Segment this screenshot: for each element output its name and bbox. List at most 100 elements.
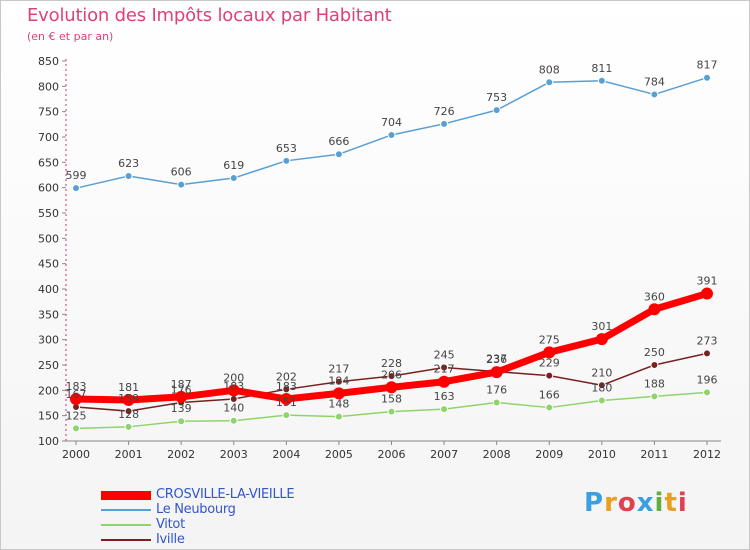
data-point (122, 393, 135, 406)
data-label: 250 (644, 346, 665, 359)
data-label: 236 (486, 353, 507, 366)
x-tick-label: 2009 (535, 448, 563, 461)
data-label: 726 (434, 105, 455, 118)
data-label: 163 (434, 390, 455, 403)
data-point (282, 411, 291, 420)
legend-swatch (101, 539, 151, 541)
data-label: 166 (539, 389, 560, 402)
logo-letter: x (636, 488, 655, 518)
data-label: 210 (591, 366, 612, 379)
data-label: 176 (486, 383, 507, 396)
y-tick-label: 300 (38, 334, 59, 347)
data-point (177, 417, 186, 426)
data-label: 202 (276, 370, 297, 383)
data-point (703, 388, 711, 397)
legend-swatch (101, 524, 151, 526)
data-label: 167 (66, 388, 87, 401)
y-tick-label: 350 (38, 308, 59, 321)
data-point (177, 180, 186, 189)
legend-label: CROSVILLE-LA-VIEILLE (156, 487, 295, 502)
data-label: 148 (328, 398, 349, 411)
data-point (543, 346, 556, 359)
data-label: 194 (328, 374, 349, 387)
logo-letter: r (604, 488, 618, 518)
chart-title: Evolution des Impôts locaux par Habitant (27, 5, 392, 26)
data-label: 275 (539, 333, 560, 346)
y-tick-label: 750 (38, 106, 59, 119)
data-point (545, 78, 554, 87)
data-label: 817 (697, 59, 718, 72)
y-tick-label: 500 (38, 232, 59, 245)
data-point (703, 349, 711, 358)
data-point (332, 387, 345, 400)
y-tick-label: 100 (38, 435, 59, 448)
data-point (70, 392, 82, 405)
data-point (72, 424, 80, 433)
logo-letter: o (617, 488, 637, 518)
data-label: 753 (486, 91, 507, 104)
data-point (650, 90, 659, 99)
data-point (385, 381, 398, 394)
data-label: 140 (223, 402, 244, 415)
x-tick-label: 2003 (220, 448, 248, 461)
legend-swatch (101, 490, 151, 500)
data-point (387, 130, 396, 139)
data-point (440, 119, 449, 128)
data-point (334, 412, 343, 421)
logo-letter: t (664, 488, 678, 518)
data-label: 245 (434, 349, 455, 362)
data-label: 180 (591, 381, 612, 394)
data-label: 599 (66, 169, 87, 182)
data-label: 183 (66, 380, 87, 393)
x-tick-label: 2005 (325, 448, 353, 461)
data-point (387, 407, 396, 416)
data-point (492, 398, 501, 407)
data-label: 176 (171, 383, 192, 396)
data-label: 623 (118, 157, 139, 170)
legend-label: Iville (156, 532, 185, 547)
data-label: 704 (381, 116, 402, 129)
data-point (648, 303, 661, 316)
data-label: 666 (328, 135, 349, 148)
data-point (650, 392, 659, 401)
data-point (282, 156, 291, 165)
y-tick-label: 600 (38, 182, 59, 195)
logo-letter: P (584, 488, 605, 518)
data-point (227, 384, 240, 397)
data-label: 237 (486, 353, 507, 366)
data-point (229, 174, 238, 183)
data-label: 206 (381, 368, 402, 381)
y-tick-label: 250 (38, 359, 59, 372)
data-point (334, 150, 343, 159)
data-point (701, 287, 713, 300)
data-point (440, 363, 449, 372)
data-point (440, 405, 449, 414)
data-point (124, 407, 133, 416)
data-label: 139 (171, 402, 192, 415)
data-label: 229 (539, 357, 560, 370)
legend-swatch (101, 509, 151, 511)
data-point (175, 390, 188, 403)
data-label: 808 (539, 63, 560, 76)
x-tick-label: 2001 (115, 448, 143, 461)
logo-letter: i (677, 488, 688, 518)
data-point (387, 372, 396, 381)
data-point (229, 416, 238, 425)
data-point (597, 381, 606, 390)
y-tick-label: 700 (38, 131, 59, 144)
x-tick-label: 2000 (62, 448, 90, 461)
y-tick-label: 850 (38, 55, 59, 68)
data-label: 217 (328, 363, 349, 376)
data-point (595, 333, 608, 346)
data-label: 183 (223, 380, 244, 393)
data-point (492, 106, 501, 115)
y-tick-label: 800 (38, 80, 59, 93)
data-label: 196 (697, 373, 718, 386)
data-label: 273 (697, 334, 718, 347)
data-point (280, 392, 293, 405)
data-label: 158 (381, 393, 402, 406)
proxiti-logo: Proxiti (584, 488, 688, 518)
logo-letter: i (654, 488, 665, 518)
data-label: 128 (118, 408, 139, 421)
